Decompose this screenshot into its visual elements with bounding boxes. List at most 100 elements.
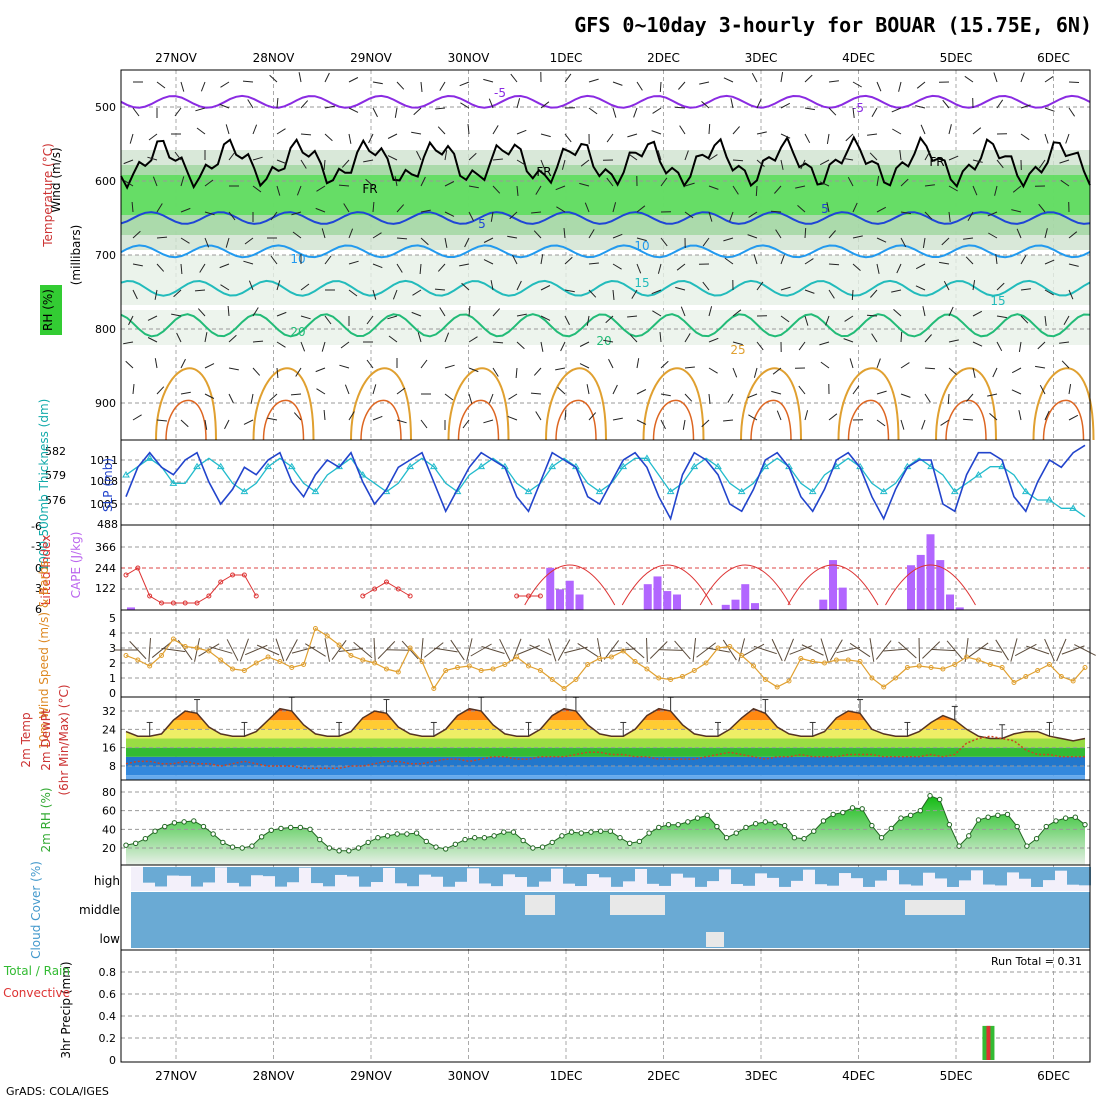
rh-point: [539, 844, 546, 850]
wind-barb: [343, 203, 350, 213]
rh-band: [121, 175, 1090, 215]
cape-bar: [741, 584, 750, 610]
wind-barb: [1068, 231, 1078, 239]
wind-barb: [204, 211, 215, 216]
rh-point: [200, 823, 207, 830]
wind-barb: [893, 309, 902, 317]
wind10m-point: [206, 648, 212, 654]
wind10m-barb: [338, 648, 363, 652]
wind-barb: [196, 127, 206, 135]
isotherm-label: 25: [730, 343, 745, 357]
wind-barb: [651, 130, 662, 135]
wind-barb: [200, 81, 206, 92]
wind-barb: [708, 393, 711, 404]
rh-point: [927, 793, 933, 799]
wind-barb: [540, 159, 546, 170]
wind-10m-panel: 5 4 3 2 1 0: [109, 609, 1096, 700]
cape-bar: [643, 584, 652, 610]
wind10m-point: [739, 653, 745, 658]
wind-barb: [507, 235, 518, 239]
wind-barb: [924, 393, 931, 403]
wind-barb: [800, 159, 806, 170]
wind-barb: [533, 230, 542, 239]
wind-barb: [276, 159, 287, 165]
wind10m-point: [561, 686, 567, 691]
wind-barb: [1038, 159, 1046, 169]
wind10m-point: [466, 663, 472, 669]
wind10m-line: [125, 627, 1086, 690]
wind-barb: [435, 107, 446, 110]
date-axis-top: 27NOV 28NOV 29NOV 30NOV 1DEC 2DEC 3DEC 4DEC 5DEC…: [155, 51, 1070, 65]
wind-barb: [348, 260, 359, 265]
wind-barb: [629, 334, 638, 343]
wind10m-barb: [722, 639, 737, 661]
wind-barb: [1044, 410, 1050, 421]
wind10m-barb: [161, 647, 186, 653]
cape-tick-label: 244: [95, 562, 116, 575]
wind-barb: [657, 150, 662, 161]
wind-barb: [1044, 133, 1049, 144]
wind-barb: [483, 237, 494, 243]
wind-barb: [900, 362, 910, 369]
wind10m-barb: [481, 646, 505, 654]
mid-cloud-gap: [905, 900, 965, 915]
high-cloud-bar: [815, 867, 827, 885]
wind-barb: [439, 307, 446, 317]
temp-tick-label: 8: [109, 760, 116, 773]
thickness-point: [974, 471, 983, 478]
wind-barb: [701, 419, 710, 428]
wind10m-point: [194, 645, 200, 651]
high-cloud-bar: [491, 867, 503, 887]
wind-barb: [396, 81, 405, 90]
wind-barb: [774, 185, 782, 194]
wind-barb: [732, 126, 740, 135]
date-label-bottom: 3DEC: [745, 1069, 778, 1083]
wind-barb: [204, 419, 208, 430]
wind-barb: [633, 107, 638, 118]
wind-barb: [1038, 203, 1046, 213]
wind10m-point: [608, 654, 614, 660]
wind-barb: [276, 128, 286, 135]
wind-barb: [922, 237, 926, 248]
high-cloud-bar: [743, 867, 755, 886]
wind-barb: [612, 81, 623, 86]
wind-barb: [174, 107, 182, 117]
wind-barb: [394, 176, 398, 187]
wind-barb: [248, 280, 254, 291]
isotherm-25-loop: [252, 367, 315, 441]
wind-barb: [852, 107, 855, 118]
rh-point: [1014, 823, 1020, 830]
wind-barb: [290, 393, 302, 396]
thickness-point: [761, 462, 770, 470]
wind10m-point: [845, 657, 851, 663]
wind-barb: [323, 159, 326, 171]
rh-point: [336, 848, 342, 854]
wind-barb: [798, 341, 806, 351]
wind-barb: [660, 177, 668, 187]
wind-barb: [708, 337, 719, 343]
wind-barb: [732, 159, 744, 162]
isotherm-30-loop: [847, 399, 890, 441]
wind-barb: [900, 237, 907, 248]
wind10m-barb: [742, 643, 765, 657]
wind-barb: [323, 409, 326, 421]
wind10m-barb: [557, 639, 571, 661]
wind10m-point: [265, 654, 271, 660]
wind-barb: [510, 73, 518, 83]
wind-barb: [1068, 384, 1072, 395]
wind-barb: [468, 185, 479, 189]
wind-barb: [636, 237, 647, 242]
wind-barb: [516, 185, 519, 196]
thickness-point: [406, 462, 415, 470]
rh-point: [772, 820, 778, 826]
wind10m-barb: [353, 641, 373, 659]
wind-barb: [876, 419, 886, 427]
isotherm-25-loop: [642, 367, 705, 441]
wind10m-barb: [875, 640, 892, 660]
wind10m-point: [916, 663, 922, 669]
wind-barb: [756, 159, 765, 167]
wind-barb: [723, 77, 734, 83]
cape-bar: [916, 554, 925, 610]
wind10m-point: [549, 677, 555, 682]
wind10m-point: [632, 659, 638, 664]
